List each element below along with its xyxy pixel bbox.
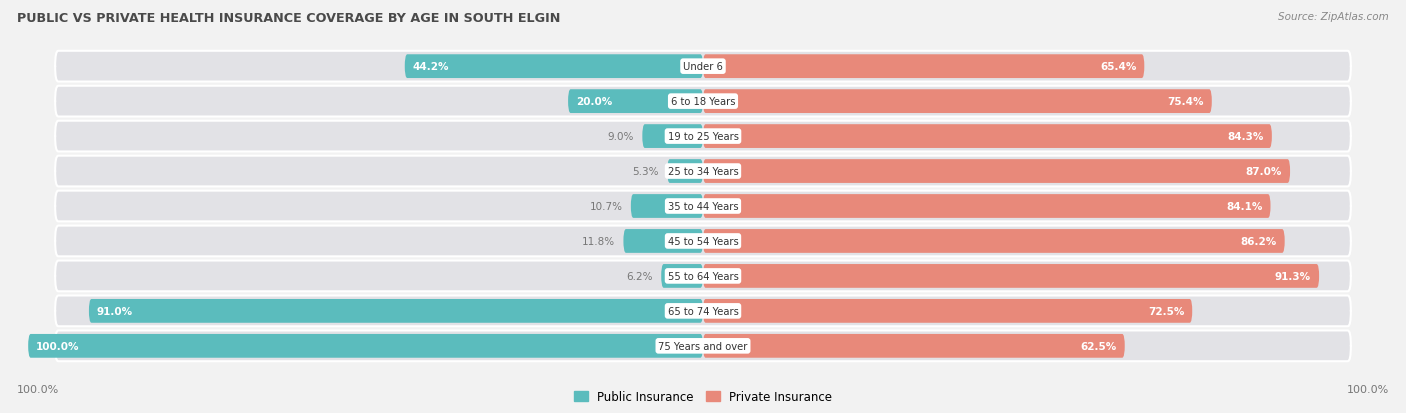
Text: 75.4%: 75.4% [1167,97,1204,107]
FancyBboxPatch shape [643,125,703,149]
FancyBboxPatch shape [405,55,703,79]
FancyBboxPatch shape [703,90,1212,114]
Text: 19 to 25 Years: 19 to 25 Years [668,132,738,142]
Text: 91.0%: 91.0% [97,306,134,316]
Text: Source: ZipAtlas.com: Source: ZipAtlas.com [1278,12,1389,22]
Text: 11.8%: 11.8% [582,236,616,247]
FancyBboxPatch shape [55,121,1351,152]
Text: 72.5%: 72.5% [1147,306,1184,316]
FancyBboxPatch shape [703,230,1285,253]
Text: 45 to 54 Years: 45 to 54 Years [668,236,738,247]
FancyBboxPatch shape [55,261,1351,292]
FancyBboxPatch shape [568,90,703,114]
FancyBboxPatch shape [55,156,1351,187]
FancyBboxPatch shape [55,331,1351,361]
Text: 75 Years and over: 75 Years and over [658,341,748,351]
Text: 87.0%: 87.0% [1246,166,1282,177]
FancyBboxPatch shape [631,195,703,218]
FancyBboxPatch shape [703,195,1271,218]
FancyBboxPatch shape [55,296,1351,326]
FancyBboxPatch shape [55,191,1351,222]
FancyBboxPatch shape [703,334,1125,358]
Text: Under 6: Under 6 [683,62,723,72]
FancyBboxPatch shape [89,299,703,323]
Text: 100.0%: 100.0% [17,385,59,394]
Text: 91.3%: 91.3% [1275,271,1310,281]
Text: 84.3%: 84.3% [1227,132,1264,142]
Text: 44.2%: 44.2% [413,62,450,72]
Text: PUBLIC VS PRIVATE HEALTH INSURANCE COVERAGE BY AGE IN SOUTH ELGIN: PUBLIC VS PRIVATE HEALTH INSURANCE COVER… [17,12,560,25]
FancyBboxPatch shape [703,299,1192,323]
Text: 9.0%: 9.0% [607,132,634,142]
Text: 84.1%: 84.1% [1226,202,1263,211]
Text: 100.0%: 100.0% [1347,385,1389,394]
FancyBboxPatch shape [55,226,1351,257]
Text: 35 to 44 Years: 35 to 44 Years [668,202,738,211]
FancyBboxPatch shape [703,125,1272,149]
Text: 100.0%: 100.0% [37,341,80,351]
Text: 25 to 34 Years: 25 to 34 Years [668,166,738,177]
Legend: Public Insurance, Private Insurance: Public Insurance, Private Insurance [569,385,837,408]
Text: 86.2%: 86.2% [1240,236,1277,247]
FancyBboxPatch shape [661,264,703,288]
FancyBboxPatch shape [703,55,1144,79]
FancyBboxPatch shape [703,160,1291,183]
Text: 6.2%: 6.2% [627,271,652,281]
FancyBboxPatch shape [55,87,1351,117]
Text: 20.0%: 20.0% [576,97,613,107]
Text: 6 to 18 Years: 6 to 18 Years [671,97,735,107]
Text: 62.5%: 62.5% [1080,341,1116,351]
FancyBboxPatch shape [703,264,1319,288]
FancyBboxPatch shape [668,160,703,183]
Text: 65.4%: 65.4% [1099,62,1136,72]
FancyBboxPatch shape [28,334,703,358]
Text: 55 to 64 Years: 55 to 64 Years [668,271,738,281]
Text: 65 to 74 Years: 65 to 74 Years [668,306,738,316]
Text: 5.3%: 5.3% [633,166,659,177]
FancyBboxPatch shape [55,52,1351,82]
Text: 10.7%: 10.7% [589,202,623,211]
FancyBboxPatch shape [623,230,703,253]
